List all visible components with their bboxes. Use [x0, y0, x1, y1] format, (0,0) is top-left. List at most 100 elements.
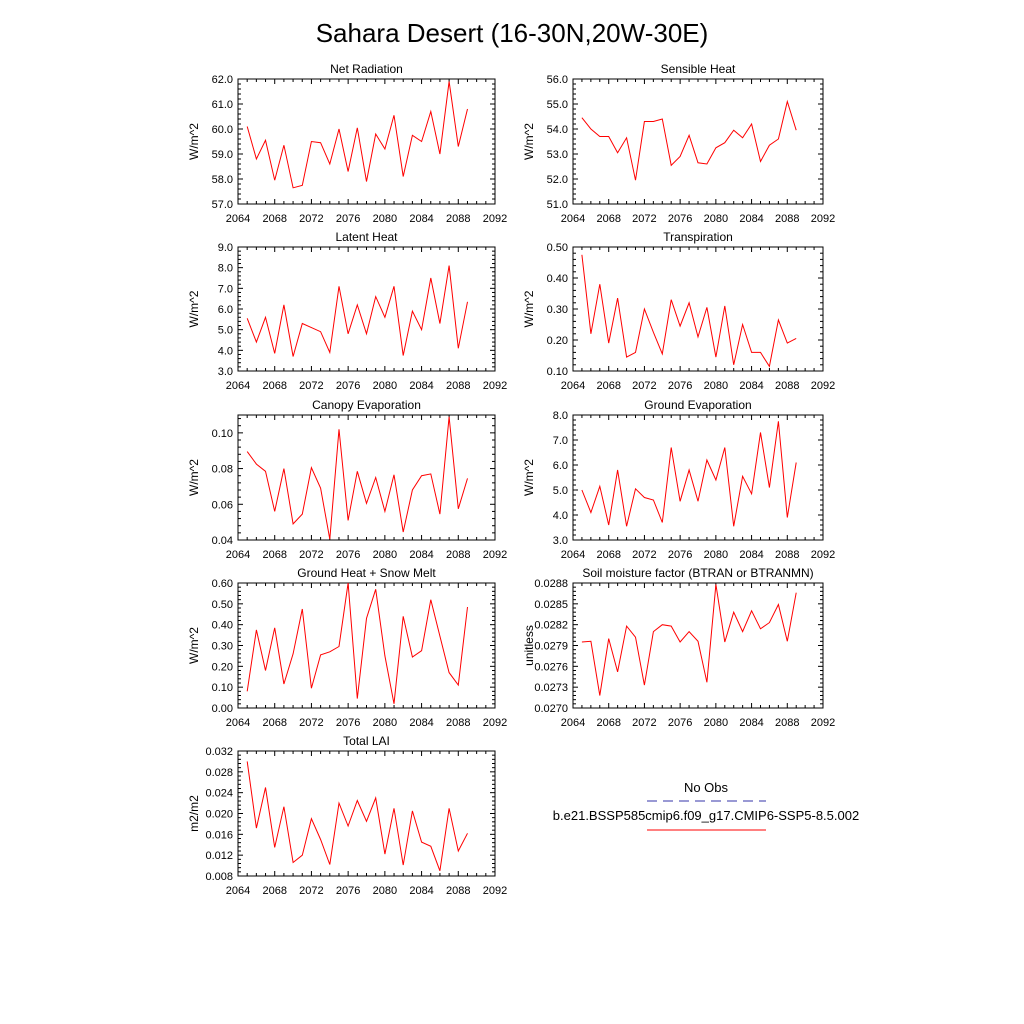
x-tick-label: 2064 [226, 549, 250, 561]
plot-frame [237, 78, 496, 205]
x-tick-label: 2084 [409, 380, 433, 392]
x-tick-label: 2072 [632, 549, 656, 561]
x-tick-label: 2080 [373, 717, 397, 729]
x-tick-label: 2092 [483, 717, 507, 729]
panel-ground-heat-snow-melt: Ground Heat + Snow Melt W/m^2 2064 2068 2072… [187, 566, 507, 729]
x-tick-label: 2088 [775, 213, 799, 225]
y-tick-label: 0.10 [212, 428, 233, 440]
x-tick-label: 2076 [668, 549, 692, 561]
plot-frame [572, 414, 824, 541]
panel-soil-moisture-factor-btran-or-btranmn: Soil moisture factor (BTRAN or BTRANMN) u… [522, 566, 835, 729]
x-tick-label: 2072 [299, 380, 323, 392]
series-line [246, 81, 468, 189]
panel-title: Total LAI [343, 734, 390, 748]
panel-title: Transpiration [663, 230, 733, 244]
y-tick-label: 55.0 [547, 99, 568, 111]
y-tick-label: 0.012 [205, 850, 233, 862]
x-tick-label: 2084 [409, 213, 433, 225]
y-tick-label: 62.0 [212, 74, 233, 86]
x-tick-label: 2080 [373, 549, 397, 561]
x-tick-label: 2092 [811, 549, 835, 561]
y-axis-label: unitless [522, 625, 536, 666]
series-line [246, 265, 468, 357]
x-tick-label: 2068 [262, 380, 286, 392]
x-tick-label: 2064 [561, 213, 585, 225]
y-tick-label: 0.0282 [534, 620, 568, 632]
y-tick-label: 0.0285 [534, 599, 568, 611]
y-axis-label: W/m^2 [187, 123, 201, 160]
y-axis-label: W/m^2 [522, 123, 536, 160]
legend-model-label: b.e21.BSSP585cmip6.f09_g17.CMIP6-SSP5-8.… [553, 808, 859, 823]
y-tick-label: 6.0 [218, 304, 233, 316]
panel-net-radiation: Net Radiation W/m^2 2064 2068 2072 2076 2080 20… [187, 62, 507, 225]
x-tick-label: 2064 [226, 885, 250, 897]
y-tick-label: 5.0 [218, 325, 233, 337]
y-tick-label: 6.0 [553, 460, 568, 472]
x-tick-label: 2064 [561, 380, 585, 392]
y-tick-label: 0.50 [212, 599, 233, 611]
series-line [581, 254, 797, 368]
x-tick-label: 2068 [596, 549, 620, 561]
y-tick-label: 4.0 [553, 510, 568, 522]
x-tick-label: 2076 [336, 717, 360, 729]
panel-title: Net Radiation [330, 62, 403, 76]
x-tick-label: 2064 [561, 717, 585, 729]
x-tick-label: 2068 [262, 717, 286, 729]
panel-transpiration: Transpiration W/m^2 2064 2068 2072 2076 2080 20… [522, 230, 835, 392]
plot-frame [572, 78, 824, 205]
panel-total-lai: Total LAI m2/m2 2064 2068 2072 2076 2080 2084 20… [187, 734, 507, 897]
y-axis-label: W/m^2 [187, 459, 201, 496]
panel-latent-heat: Latent Heat W/m^2 2064 2068 2072 2076 2080 2084… [187, 230, 507, 392]
y-tick-label: 54.0 [547, 124, 568, 136]
x-tick-label: 2084 [409, 717, 433, 729]
y-tick-label: 4.0 [218, 345, 233, 357]
x-tick-label: 2068 [596, 213, 620, 225]
y-tick-label: 0.00 [212, 703, 233, 715]
y-tick-label: 0.0273 [534, 682, 568, 694]
y-tick-label: 0.30 [547, 304, 568, 316]
y-tick-label: 0.0276 [534, 661, 568, 673]
series-line [581, 421, 797, 527]
x-tick-label: 2064 [561, 549, 585, 561]
y-tick-label: 0.20 [212, 661, 233, 673]
plot-frame [237, 750, 496, 877]
x-tick-label: 2084 [739, 549, 763, 561]
y-tick-label: 51.0 [547, 199, 568, 211]
series-line [581, 99, 797, 181]
x-tick-label: 2092 [483, 380, 507, 392]
y-axis-label: W/m^2 [522, 459, 536, 496]
y-tick-label: 0.024 [205, 788, 233, 800]
x-tick-label: 2088 [446, 885, 470, 897]
x-tick-label: 2080 [704, 717, 728, 729]
y-tick-label: 0.0279 [534, 641, 568, 653]
legend-obs-label: No Obs [684, 780, 729, 795]
plot-frame [237, 414, 496, 541]
y-tick-label: 3.0 [218, 366, 233, 378]
y-tick-label: 0.06 [212, 499, 233, 511]
y-tick-label: 56.0 [547, 74, 568, 86]
y-axis-label: m2/m2 [187, 795, 201, 832]
figure-title: Sahara Desert (16-30N,20W-30E) [316, 18, 709, 48]
y-axis-label: W/m^2 [187, 290, 201, 327]
y-tick-label: 0.04 [212, 535, 233, 547]
y-tick-label: 58.0 [212, 174, 233, 186]
x-tick-label: 2068 [262, 549, 286, 561]
y-tick-label: 0.50 [547, 242, 568, 254]
x-tick-label: 2088 [446, 549, 470, 561]
x-tick-label: 2088 [446, 213, 470, 225]
y-tick-label: 0.020 [205, 809, 233, 821]
plot-frame [572, 246, 824, 372]
x-tick-label: 2092 [483, 549, 507, 561]
y-tick-label: 0.008 [205, 871, 233, 883]
x-tick-label: 2072 [299, 213, 323, 225]
x-tick-label: 2080 [704, 213, 728, 225]
x-tick-label: 2080 [373, 213, 397, 225]
legend: No Obs b.e21.BSSP585cmip6.f09_g17.CMIP6-… [553, 780, 859, 831]
y-tick-label: 0.40 [212, 620, 233, 632]
x-tick-label: 2084 [739, 213, 763, 225]
y-tick-label: 0.0270 [534, 703, 568, 715]
x-tick-label: 2068 [262, 213, 286, 225]
x-tick-label: 2076 [668, 717, 692, 729]
y-tick-label: 0.0288 [534, 578, 568, 590]
